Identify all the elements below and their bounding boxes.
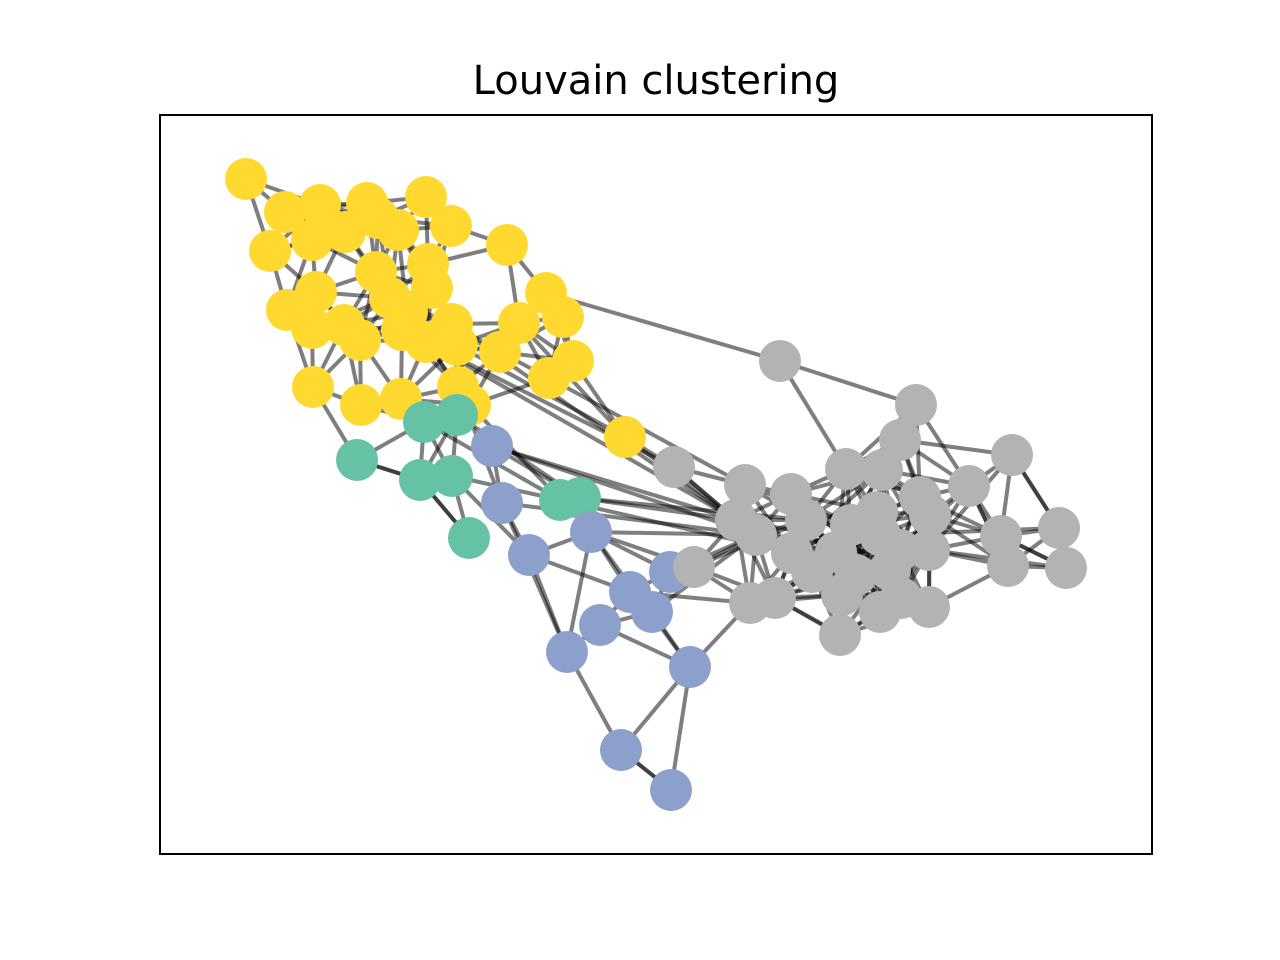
graph-node-gray bbox=[948, 465, 990, 507]
graph-node-gray bbox=[879, 529, 921, 571]
graph-edge bbox=[491, 444, 757, 537]
graph-node-gray bbox=[759, 340, 801, 382]
graph-node-yellow bbox=[340, 384, 382, 426]
graph-node-yellow bbox=[430, 205, 472, 247]
plot-frame bbox=[159, 114, 1153, 855]
graph-node-gray bbox=[909, 494, 951, 536]
graph-node-teal bbox=[399, 459, 441, 501]
graph-node-gray bbox=[908, 529, 950, 571]
graph-node-yellow bbox=[291, 307, 333, 349]
graph-node-yellow bbox=[225, 158, 267, 200]
graph-node-gray bbox=[791, 551, 833, 593]
graph-node-yellow bbox=[292, 366, 334, 408]
graph-node-teal bbox=[403, 401, 445, 443]
graph-node-gray bbox=[819, 614, 861, 656]
graph-node-yellow bbox=[264, 191, 306, 233]
graph-node-blue bbox=[481, 482, 523, 524]
graph-node-yellow bbox=[291, 219, 333, 261]
graph-node-yellow bbox=[486, 224, 528, 266]
graph-node-yellow bbox=[339, 319, 381, 361]
graph-node-yellow bbox=[528, 357, 570, 399]
graph-node-blue bbox=[471, 425, 513, 467]
graph-node-gray bbox=[724, 464, 766, 506]
graph-edge bbox=[545, 291, 781, 363]
graph-node-yellow bbox=[436, 324, 478, 366]
graph-node-blue bbox=[579, 604, 621, 646]
graph-node-gray bbox=[673, 546, 715, 588]
graph-node-gray bbox=[861, 449, 903, 491]
graph-node-gray bbox=[785, 499, 827, 541]
graph-node-blue bbox=[508, 534, 550, 576]
graph-edge bbox=[579, 496, 807, 522]
graph-node-gray bbox=[735, 514, 777, 556]
graph-node-gray bbox=[1038, 507, 1080, 549]
graph-edge bbox=[548, 376, 746, 487]
graph-node-teal bbox=[431, 455, 473, 497]
graph-node-gray bbox=[895, 384, 937, 426]
graph-node-yellow bbox=[542, 296, 584, 338]
graph-edge bbox=[425, 340, 737, 522]
graph-node-gray bbox=[1045, 547, 1087, 589]
nodes-layer bbox=[225, 158, 1087, 811]
graph-node-blue bbox=[570, 511, 612, 553]
graph-node-yellow bbox=[405, 176, 447, 218]
graph-node-yellow bbox=[357, 197, 399, 239]
graph-node-gray bbox=[987, 545, 1029, 587]
graph-node-yellow bbox=[324, 211, 366, 253]
graph-node-gray bbox=[908, 586, 950, 628]
graph-node-blue bbox=[631, 591, 673, 633]
graph-node-gray bbox=[653, 446, 695, 488]
graph-node-blue bbox=[650, 769, 692, 811]
graph-node-blue bbox=[600, 729, 642, 771]
graph-node-teal bbox=[436, 394, 478, 436]
graph-node-gray bbox=[821, 574, 863, 616]
graph-node-blue bbox=[546, 631, 588, 673]
graph-node-teal bbox=[336, 439, 378, 481]
graph-edge bbox=[779, 359, 917, 407]
graph-node-gray bbox=[991, 434, 1033, 476]
graph-node-teal bbox=[559, 477, 601, 519]
graph-node-gray bbox=[729, 582, 771, 624]
chart-title: Louvain clustering bbox=[472, 58, 840, 104]
graph-node-yellow bbox=[249, 230, 291, 272]
graph-node-gray bbox=[825, 448, 867, 490]
graph-edge bbox=[778, 359, 848, 471]
graph-node-yellow bbox=[604, 416, 646, 458]
graph-node-yellow bbox=[299, 184, 341, 226]
graph-node-blue bbox=[669, 646, 711, 688]
graph-node-yellow bbox=[479, 331, 521, 373]
graph-node-teal bbox=[448, 517, 490, 559]
